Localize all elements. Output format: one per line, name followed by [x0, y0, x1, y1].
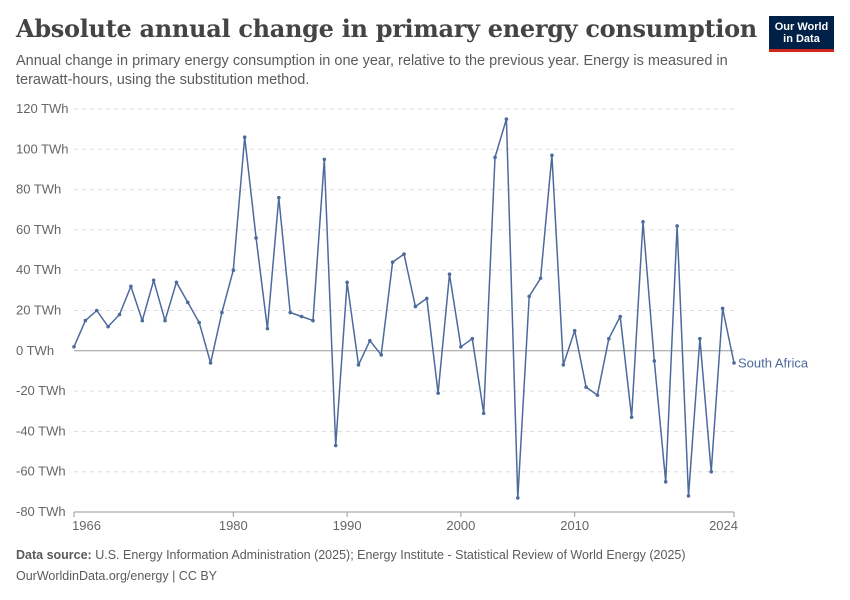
- y-tick-label: -60 TWh: [16, 464, 66, 479]
- data-point[interactable]: [607, 336, 611, 341]
- data-point[interactable]: [390, 260, 395, 264]
- x-tick-label: 1990: [333, 518, 362, 533]
- data-point[interactable]: [686, 494, 691, 498]
- owid-logo[interactable]: Our World in Data: [769, 16, 834, 52]
- data-point[interactable]: [231, 268, 236, 273]
- data-point[interactable]: [151, 278, 156, 283]
- data-point[interactable]: [538, 276, 543, 281]
- data-point[interactable]: [641, 220, 645, 224]
- data-point[interactable]: [368, 338, 372, 343]
- data-point[interactable]: [94, 308, 99, 313]
- data-point[interactable]: [663, 479, 668, 484]
- x-tick-label: 2000: [446, 518, 475, 533]
- data-point[interactable]: [720, 306, 725, 311]
- data-point[interactable]: [618, 314, 623, 319]
- data-point[interactable]: [675, 224, 679, 228]
- data-point[interactable]: [140, 318, 145, 323]
- data-point[interactable]: [345, 280, 349, 285]
- y-tick-label: 40 TWh: [16, 262, 61, 277]
- data-point[interactable]: [436, 391, 440, 395]
- y-tick-label: -40 TWh: [16, 423, 66, 438]
- data-point[interactable]: [629, 415, 634, 420]
- data-point[interactable]: [413, 304, 418, 309]
- logo-line-1: Our World: [774, 20, 829, 33]
- data-source: Data source: U.S. Energy Information Adm…: [16, 548, 686, 562]
- chart-title: Absolute annual change in primary energy…: [16, 14, 757, 43]
- logo-line-2: in Data: [783, 32, 820, 45]
- y-tick-label: 0 TWh: [16, 343, 54, 358]
- footer-url[interactable]: OurWorldinData.org/energy | CC BY: [16, 569, 218, 583]
- data-point[interactable]: [220, 310, 224, 315]
- data-point[interactable]: [424, 296, 429, 301]
- data-point[interactable]: [117, 312, 122, 317]
- data-point[interactable]: [595, 393, 600, 397]
- x-axis: 1966 1980 1990 2000 2010 2024: [72, 511, 738, 533]
- data-point[interactable]: [163, 318, 167, 323]
- data-point[interactable]: [333, 443, 338, 448]
- data-point[interactable]: [698, 336, 702, 341]
- series-line[interactable]: [73, 118, 735, 499]
- y-tick-label: 120 TWh: [16, 101, 69, 116]
- y-tick-label: 20 TWh: [16, 303, 61, 318]
- data-point[interactable]: [311, 318, 315, 323]
- chart-subtitle: Annual change in primary energy consumpt…: [16, 53, 728, 88]
- x-tick-label: 1980: [219, 518, 248, 533]
- data-point[interactable]: [174, 280, 179, 285]
- data-point[interactable]: [459, 344, 463, 349]
- data-point[interactable]: [197, 320, 201, 325]
- data-point[interactable]: [322, 157, 327, 162]
- data-point[interactable]: [652, 359, 657, 363]
- x-tick-label: 2010: [560, 518, 589, 533]
- data-point[interactable]: [277, 195, 281, 200]
- data-source-label: Data source:: [16, 548, 92, 562]
- x-tick-label: 2024: [709, 518, 738, 533]
- data-point[interactable]: [254, 236, 258, 240]
- y-tick-label: -80 TWh: [16, 504, 66, 519]
- data-point[interactable]: [288, 310, 293, 315]
- x-tick-label: 1966: [72, 518, 101, 533]
- data-point[interactable]: [402, 252, 406, 256]
- y-tick-label: 80 TWh: [16, 182, 61, 197]
- series-label[interactable]: South Africa: [738, 355, 809, 370]
- data-point[interactable]: [504, 117, 509, 121]
- y-tick-label: 100 TWh: [16, 141, 69, 156]
- data-point[interactable]: [299, 314, 304, 319]
- data-point[interactable]: [265, 326, 270, 331]
- data-point[interactable]: [572, 328, 577, 333]
- data-point[interactable]: [732, 361, 736, 365]
- data-point[interactable]: [356, 363, 361, 367]
- data-point[interactable]: [379, 353, 384, 357]
- data-point[interactable]: [470, 336, 475, 341]
- data-source-text: U.S. Energy Information Administration (…: [95, 548, 686, 562]
- data-point[interactable]: [550, 153, 554, 158]
- data-point[interactable]: [129, 284, 133, 289]
- data-point[interactable]: [242, 135, 247, 140]
- data-point[interactable]: [515, 496, 520, 500]
- data-point[interactable]: [584, 385, 588, 389]
- data-point[interactable]: [106, 324, 110, 329]
- data-point[interactable]: [561, 363, 566, 367]
- data-point[interactable]: [83, 318, 88, 323]
- y-axis-ticks: -80 TWh -60 TWh -40 TWh -20 TWh 0 TWh 20 TWh 4…: [16, 101, 69, 519]
- data-point[interactable]: [72, 344, 76, 349]
- data-point[interactable]: [527, 294, 531, 299]
- data-point[interactable]: [447, 272, 452, 277]
- data-point[interactable]: [493, 155, 497, 160]
- grid-lines: [74, 108, 734, 513]
- data-point[interactable]: [208, 361, 213, 365]
- series-south-africa[interactable]: South Africa: [72, 117, 809, 500]
- data-point[interactable]: [709, 469, 714, 474]
- data-point[interactable]: [185, 300, 190, 305]
- data-point[interactable]: [481, 411, 486, 416]
- y-tick-label: -20 TWh: [16, 383, 66, 398]
- y-tick-label: 60 TWh: [16, 222, 61, 237]
